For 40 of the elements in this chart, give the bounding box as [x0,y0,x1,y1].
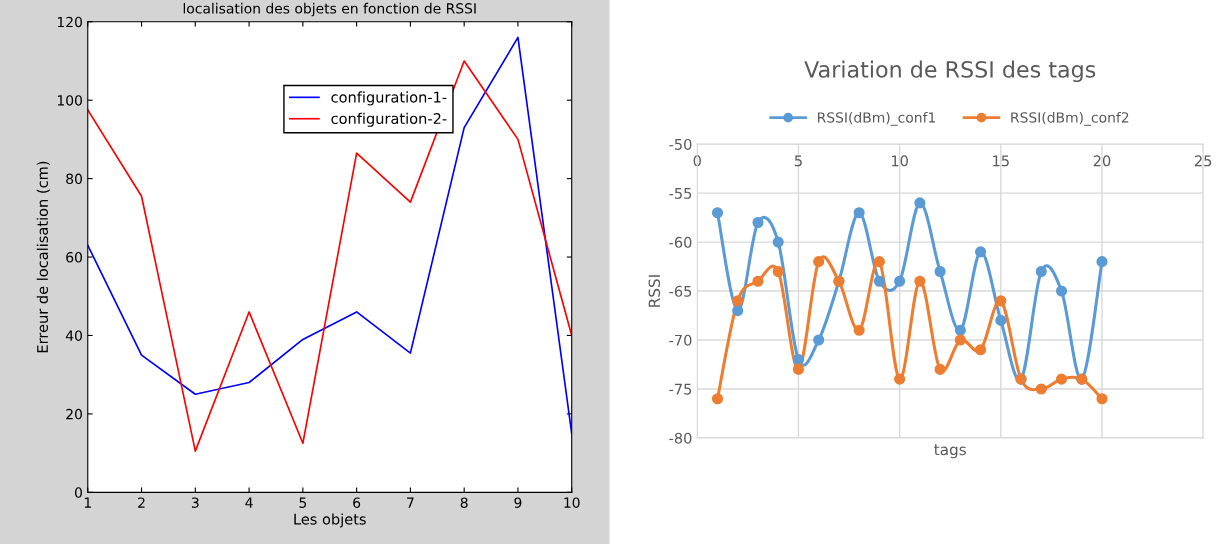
x-tick-label: 5 [299,497,307,508]
legend-label: RSSI(dBm)_conf2 [1011,111,1129,126]
x-tick-label: 0 [693,155,701,167]
y-tick-label: 40 [65,330,82,341]
x-tick-label: 15 [993,155,1009,167]
y-tick-label: -55 [669,188,692,199]
x-tick-label: 9 [514,497,522,508]
x-axis-title: tags [934,444,966,459]
y-tick-label: -70 [669,334,692,346]
y-tick-label: 120 [57,16,82,28]
x-tick-label: 25 [1194,155,1212,167]
x-tick-label: 3 [191,497,199,508]
y-tick-label: -50 [669,138,692,150]
y-tick-label: 0 [74,487,82,498]
x-tick-label: 5 [794,155,802,167]
x-tick-label: 4 [245,497,253,508]
y-tick-label: 80 [66,173,82,185]
x-axis-title: Les objets [294,513,366,528]
chart-title: Variation de RSSI des tags [804,60,1096,83]
y-axis-title: RSSI [648,275,661,307]
legend-label: configuration-2- [331,112,447,127]
y-tick-label: -80 [669,432,692,444]
y-tick-label: 20 [66,408,82,420]
y-tick-label: -65 [669,285,692,297]
x-tick-label: 6 [353,497,361,508]
x-tick-label: 8 [460,497,468,508]
y-axis-title: Erreur de localisation (cm) [36,161,50,353]
x-tick-label: 1 [84,497,91,508]
y-tick-label: -60 [669,236,692,248]
x-tick-label: 10 [891,155,908,167]
x-tick-label: 20 [1093,155,1111,167]
x-tick-label: 2 [138,497,145,508]
y-tick-label: 60 [66,252,82,263]
x-tick-label: 7 [407,497,414,508]
legend-label: RSSI(dBm)_conf1 [817,111,936,126]
legend-label: configuration-1- [331,91,447,106]
x-tick-label: 10 [564,497,580,508]
chart-title: localisation des objets en fonction de RSSI [183,2,476,17]
y-tick-label: -75 [669,383,692,395]
y-tick-label: 100 [57,95,82,106]
